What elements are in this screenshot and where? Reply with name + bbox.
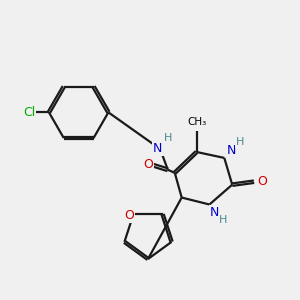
Text: Cl: Cl [23, 106, 35, 119]
Text: CH₃: CH₃ [187, 117, 206, 127]
Text: N: N [153, 142, 163, 154]
Text: H: H [164, 133, 172, 143]
Text: H: H [219, 215, 227, 225]
Text: O: O [124, 209, 134, 222]
Text: H: H [236, 137, 244, 147]
Text: N: N [210, 206, 219, 219]
Text: N: N [226, 143, 236, 157]
Text: O: O [143, 158, 153, 171]
Text: O: O [257, 175, 267, 188]
